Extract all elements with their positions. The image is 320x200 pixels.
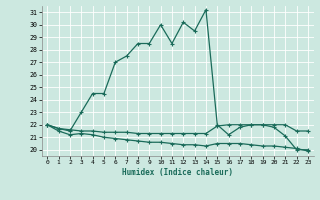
- X-axis label: Humidex (Indice chaleur): Humidex (Indice chaleur): [122, 168, 233, 177]
